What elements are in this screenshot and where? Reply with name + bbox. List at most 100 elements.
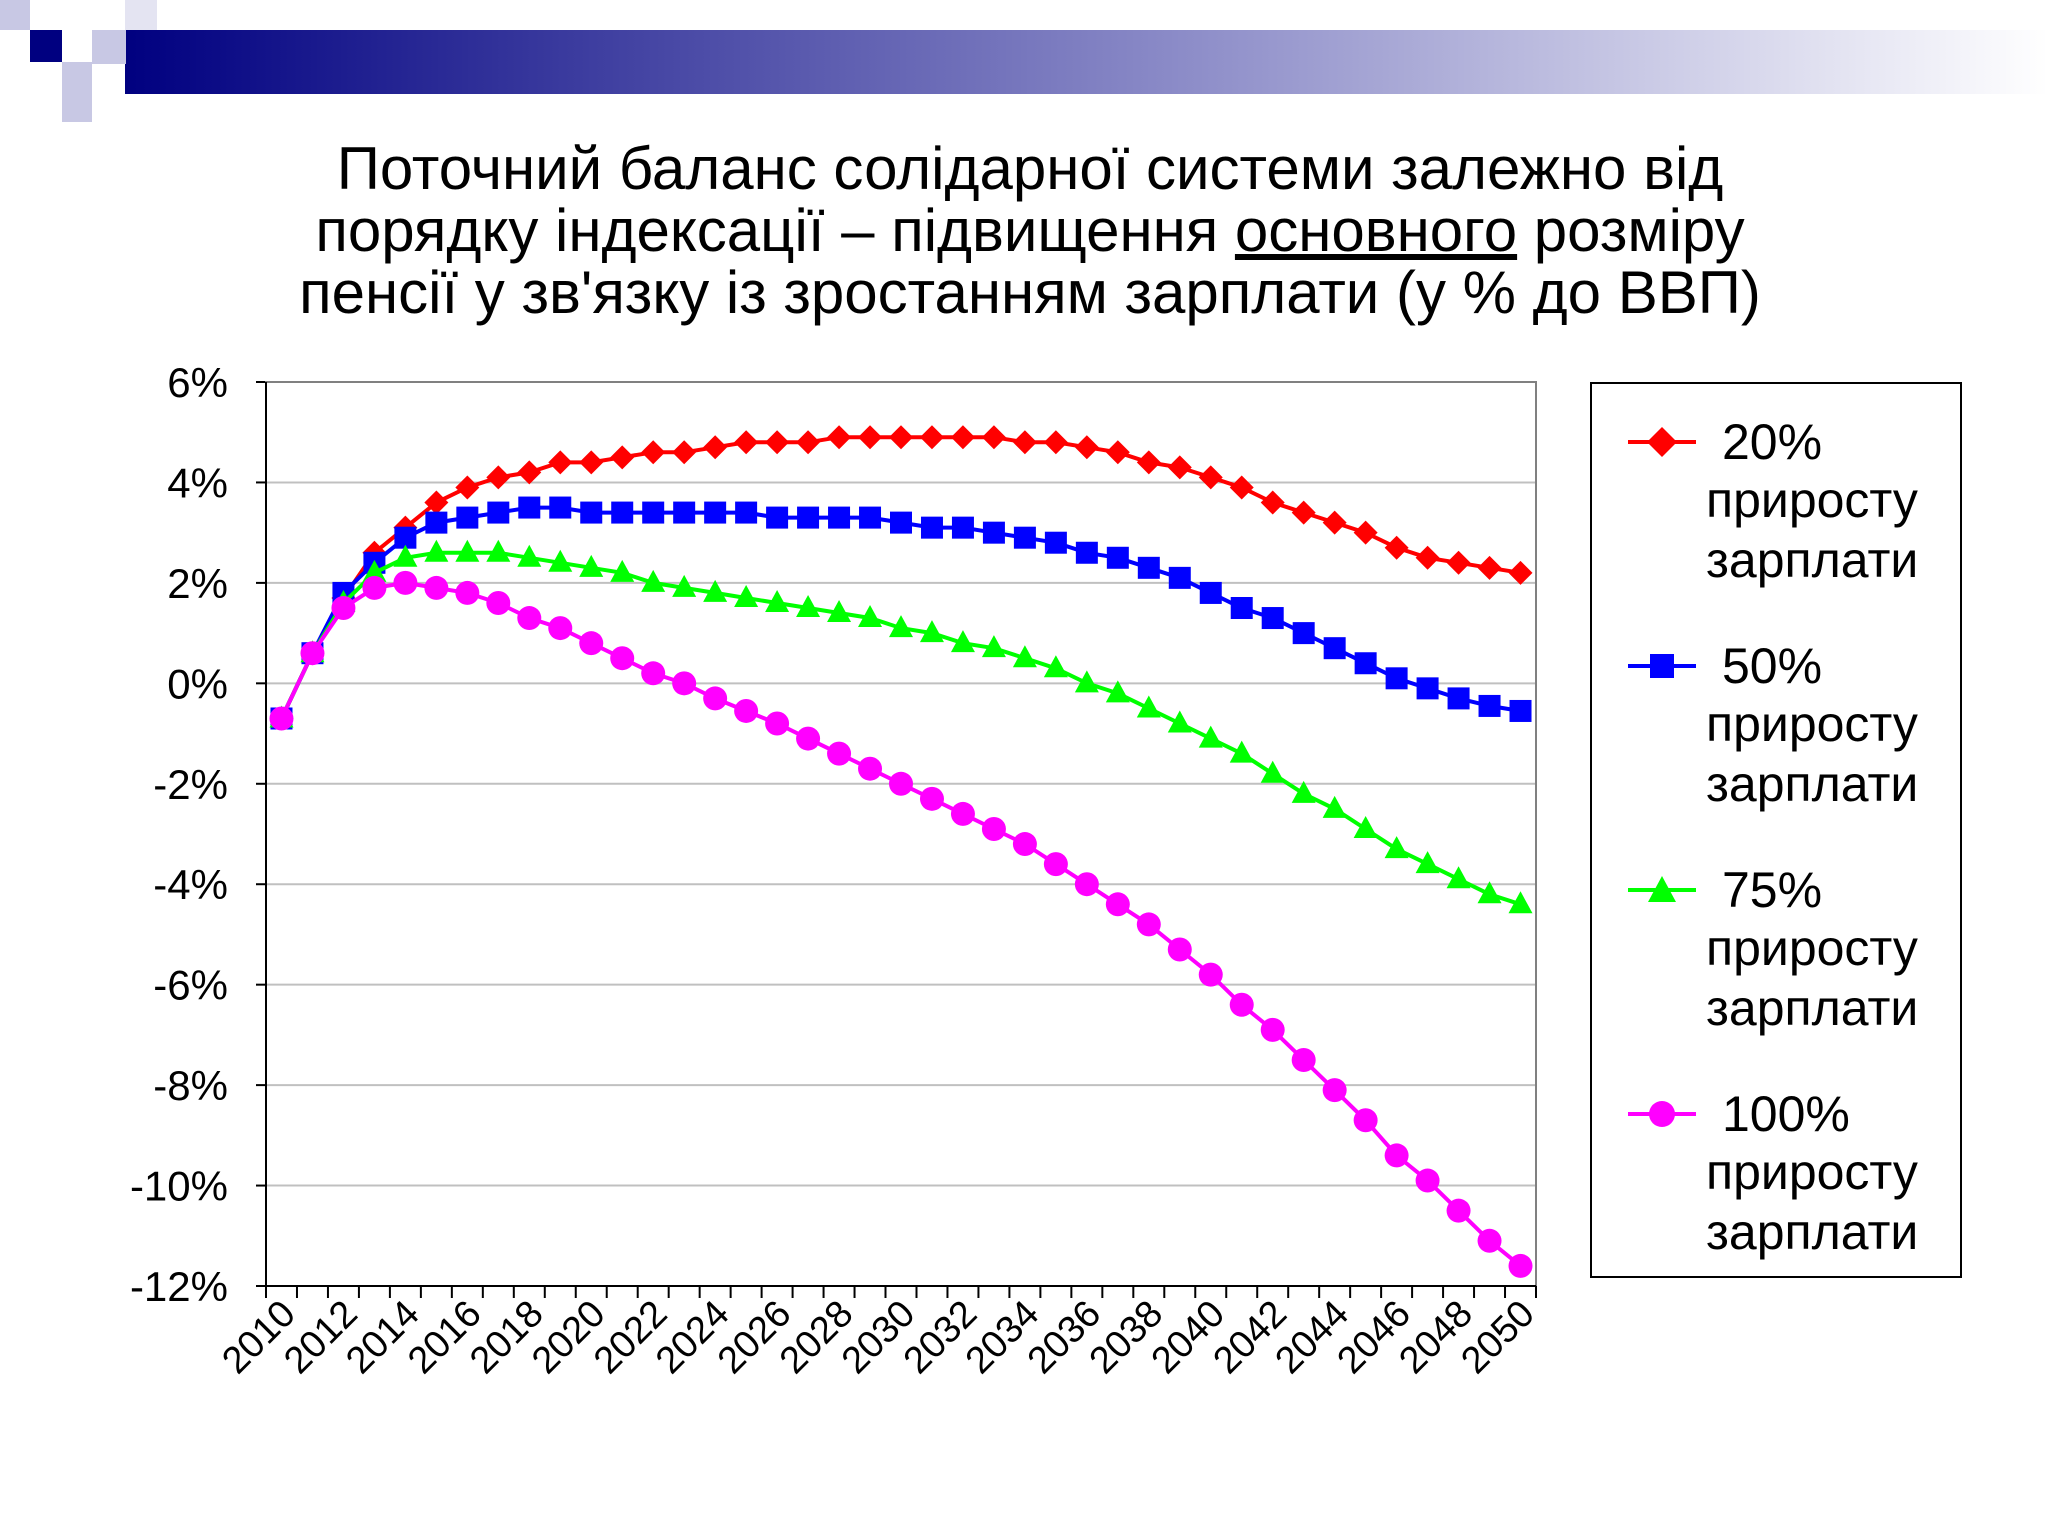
data-point-diamond bbox=[827, 425, 852, 450]
data-point-square bbox=[642, 501, 665, 524]
data-point-square bbox=[920, 516, 943, 539]
data-point-circle bbox=[827, 741, 852, 766]
data-point-circle bbox=[1198, 962, 1223, 987]
data-point-triangle bbox=[981, 635, 1006, 658]
data-point-circle bbox=[1074, 872, 1099, 897]
data-point-triangle bbox=[734, 584, 759, 607]
data-point-triangle bbox=[1508, 891, 1533, 914]
data-point-triangle bbox=[1353, 815, 1378, 838]
series-line-3 bbox=[279, 550, 1522, 907]
data-point-triangle bbox=[1198, 725, 1223, 748]
legend-item-100: 100% приросту зарплати bbox=[1592, 1076, 1964, 1296]
header-square bbox=[92, 30, 126, 64]
legend-item-line: зарплати bbox=[1706, 756, 1919, 812]
data-point-triangle bbox=[1415, 851, 1440, 874]
data-point-triangle bbox=[919, 620, 944, 643]
y-tick-label: -8% bbox=[153, 1062, 228, 1109]
legend-triangle-marker bbox=[1628, 876, 1696, 902]
data-point-triangle bbox=[610, 559, 635, 582]
y-tick-label: 2% bbox=[167, 560, 228, 607]
data-point-triangle bbox=[703, 579, 728, 602]
data-point-circle bbox=[300, 641, 325, 666]
data-point-circle bbox=[1353, 1108, 1378, 1133]
header-gradient-band bbox=[125, 30, 2048, 94]
data-point-triangle bbox=[765, 589, 790, 612]
data-point-circle bbox=[796, 726, 821, 751]
title-line-2-underlined: основного bbox=[1234, 197, 1518, 264]
data-point-square bbox=[580, 501, 603, 524]
y-tick-label: -2% bbox=[153, 761, 228, 808]
header-square bbox=[125, 0, 157, 30]
data-point-square bbox=[487, 501, 510, 524]
data-point-triangle bbox=[1105, 680, 1130, 703]
title-line-2: порядку індексації – підвищення основног… bbox=[130, 200, 1930, 262]
title-line-1: Поточний баланс солідарної системи залеж… bbox=[336, 135, 1724, 202]
title-line-3: пенсії у зв'язку із зростанням зарплати … bbox=[299, 259, 1761, 326]
y-tick-label: -10% bbox=[130, 1163, 228, 1210]
data-point-diamond bbox=[950, 425, 975, 450]
data-point-triangle bbox=[1012, 645, 1037, 668]
data-point-circle bbox=[672, 671, 697, 696]
data-point-square bbox=[704, 501, 727, 524]
data-point-square bbox=[859, 506, 882, 529]
legend-item-line: приросту bbox=[1706, 472, 1918, 528]
legend-item-line: зарплати bbox=[1706, 980, 1919, 1036]
data-point-circle bbox=[1012, 832, 1037, 857]
data-point-circle bbox=[950, 801, 975, 826]
legend-square-marker bbox=[1628, 654, 1696, 678]
data-point-square bbox=[1044, 531, 1067, 554]
data-point-diamond bbox=[517, 460, 542, 485]
data-point-circle bbox=[455, 580, 480, 605]
data-point-circle bbox=[1446, 1198, 1471, 1223]
y-tick-label: -12% bbox=[130, 1263, 228, 1310]
data-point-diamond bbox=[1384, 535, 1409, 560]
legend-item-line: приросту bbox=[1706, 696, 1918, 752]
data-point-circle bbox=[1229, 992, 1254, 1017]
data-point-square bbox=[1447, 687, 1470, 710]
header-square bbox=[30, 30, 62, 62]
data-point-triangle bbox=[1291, 780, 1316, 803]
data-point-square bbox=[951, 516, 974, 539]
data-point-diamond bbox=[579, 450, 604, 475]
data-point-circle bbox=[393, 570, 418, 595]
data-point-diamond bbox=[1105, 440, 1130, 465]
legend-item-50: 50% приросту зарплати bbox=[1592, 628, 1964, 848]
y-tick-label: -6% bbox=[153, 962, 228, 1009]
legend-item-text: приросту зарплати bbox=[1706, 470, 1918, 590]
data-point-circle bbox=[1260, 1017, 1285, 1042]
data-point-triangle bbox=[796, 595, 821, 617]
legend-item-75: 75% приросту зарплати bbox=[1592, 852, 1964, 1072]
data-point-diamond bbox=[1260, 490, 1285, 515]
data-point-diamond bbox=[858, 425, 883, 450]
y-tick-label: 4% bbox=[167, 459, 228, 506]
data-point-square bbox=[1292, 622, 1315, 645]
data-point-square bbox=[673, 501, 696, 524]
data-point-triangle bbox=[889, 615, 913, 638]
data-point-circle bbox=[424, 575, 449, 600]
legend-item-pct: 75% bbox=[1722, 862, 1823, 918]
legend-item-line: зарплати bbox=[1706, 1204, 1919, 1260]
data-point-diamond bbox=[424, 490, 449, 515]
legend-circle-marker bbox=[1628, 1101, 1696, 1127]
data-point-triangle bbox=[672, 574, 697, 597]
data-point-diamond bbox=[1043, 430, 1068, 455]
data-point-circle bbox=[1136, 912, 1161, 937]
legend-item-line: зарплати bbox=[1706, 532, 1919, 588]
legend-item-line: приросту bbox=[1706, 920, 1918, 976]
data-point-diamond bbox=[1322, 510, 1347, 535]
x-tick-label: 2050 bbox=[1453, 1293, 1542, 1382]
data-point-triangle bbox=[950, 630, 975, 653]
data-point-diamond bbox=[981, 425, 1006, 450]
data-point-square bbox=[1137, 556, 1160, 579]
series-line-2 bbox=[279, 505, 1521, 720]
header-square bbox=[0, 0, 30, 30]
data-point-circle bbox=[1291, 1048, 1316, 1072]
data-point-square bbox=[394, 526, 417, 549]
data-point-diamond bbox=[796, 430, 821, 455]
title-line-2-start: порядку індексації – підвищення bbox=[315, 197, 1235, 264]
data-point-circle bbox=[610, 646, 635, 671]
data-point-triangle bbox=[641, 569, 666, 592]
data-point-square bbox=[890, 511, 912, 534]
data-point-square bbox=[518, 496, 541, 519]
data-point-square bbox=[1354, 652, 1377, 675]
